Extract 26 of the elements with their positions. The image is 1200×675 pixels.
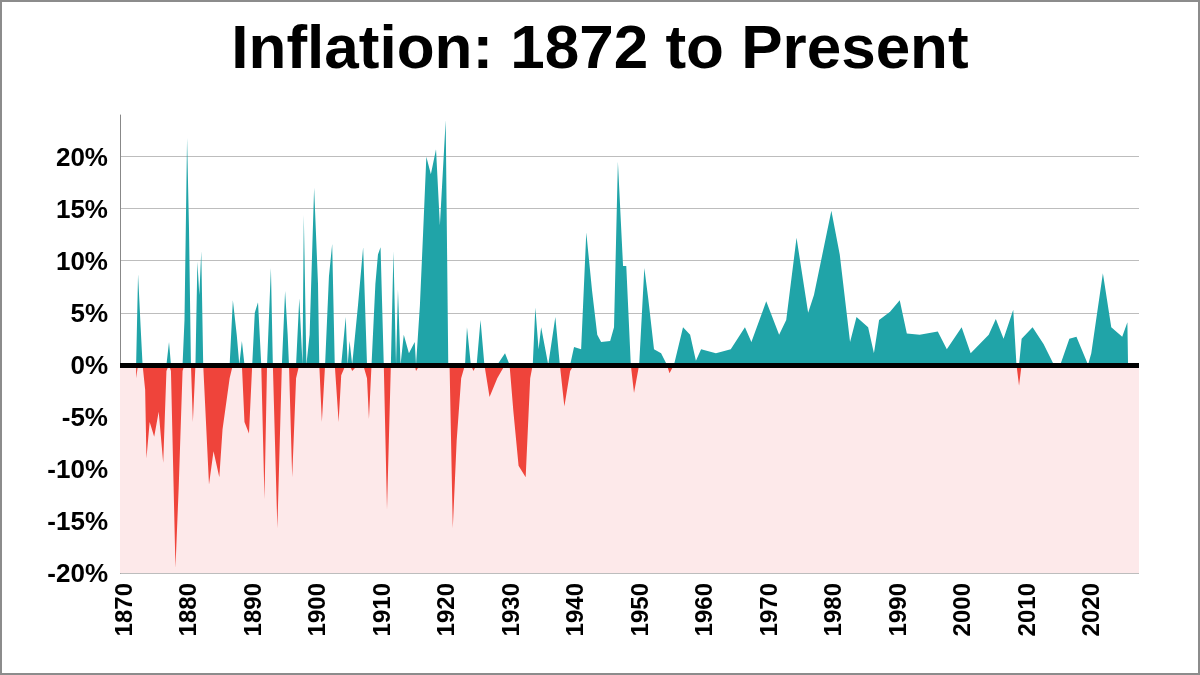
y-tick-label: 15%	[55, 193, 108, 224]
x-tick-label: 2020	[1077, 583, 1105, 637]
x-tick-label: 1950	[625, 583, 653, 637]
x-tick-label: 2010	[1012, 583, 1040, 637]
y-tick-label: 20%	[55, 141, 108, 172]
y-tick-label: -5%	[61, 401, 108, 432]
y-tick-label: -20%	[47, 558, 108, 588]
y-tick-label: 10%	[55, 245, 108, 276]
x-tick-label: 1890	[238, 583, 266, 637]
y-tick-label: -15%	[47, 505, 108, 536]
x-tick-label: 2000	[948, 583, 976, 637]
x-tick-label: 1880	[174, 583, 202, 637]
x-tick-label: 1920	[432, 583, 460, 637]
y-tick-label: 5%	[70, 297, 108, 328]
y-tick-label: 0%	[70, 349, 108, 380]
chart-title: Inflation: 1872 to Present	[231, 11, 969, 81]
x-tick-label: 1910	[367, 583, 395, 637]
x-tick-label: 1930	[496, 583, 524, 637]
x-tick-label: 1980	[819, 583, 847, 637]
x-tick-label: 1900	[303, 583, 331, 637]
x-tick-label: 1960	[690, 583, 718, 637]
x-tick-label: 1990	[883, 583, 911, 637]
y-tick-label: -10%	[47, 453, 108, 484]
x-tick-label: 1940	[561, 583, 589, 637]
x-tick-label: 1970	[754, 583, 782, 637]
x-tick-label: 1870	[109, 583, 137, 637]
